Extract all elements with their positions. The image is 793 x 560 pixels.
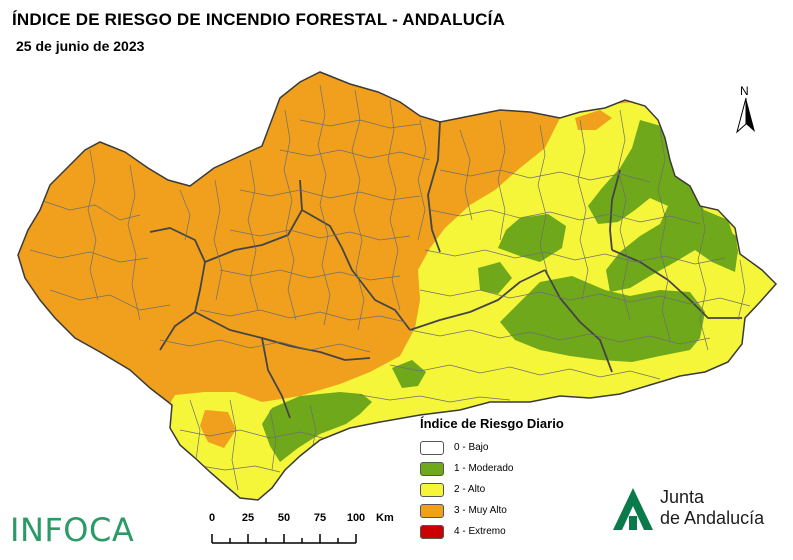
legend-swatch	[420, 503, 444, 518]
infoca-logo: INFOCA	[10, 511, 135, 549]
legend-label: 1 - Moderado	[454, 463, 514, 474]
legend-item-muy-alto: 3 - Muy Alto	[420, 500, 620, 521]
junta-logo-text: Junta de Andalucía	[660, 487, 764, 529]
legend-label: 0 - Bajo	[454, 442, 489, 453]
junta-de-andalucia-logo: Junta de Andalucía	[610, 486, 785, 532]
legend: Índice de Riesgo Diario 0 - Bajo 1 - Mod…	[420, 416, 620, 542]
scale-bar-graphic	[211, 534, 357, 544]
scale-tick-label: 100	[346, 512, 366, 524]
north-arrow-icon	[736, 97, 755, 134]
legend-item-alto: 2 - Alto	[420, 479, 620, 500]
scale-unit: Km	[376, 512, 394, 524]
legend-label: 2 - Alto	[454, 484, 486, 495]
junta-logo-line2: de Andalucía	[660, 508, 765, 528]
map-date: 25 de junio de 2023	[16, 38, 145, 54]
legend-label: 4 - Extremo	[454, 526, 506, 537]
legend-label: 3 - Muy Alto	[454, 505, 507, 516]
legend-swatch	[420, 440, 444, 455]
scale-tick-label: 75	[313, 512, 327, 524]
legend-swatch	[420, 461, 444, 476]
north-label: N	[740, 84, 749, 98]
legend-item-moderado: 1 - Moderado	[420, 458, 620, 479]
legend-swatch	[420, 524, 444, 539]
legend-swatch	[420, 482, 444, 497]
legend-item-extremo: 4 - Extremo	[420, 521, 620, 542]
scale-tick-label: 0	[208, 512, 216, 524]
scale-tick-label: 50	[277, 512, 291, 524]
junta-logo-icon	[613, 488, 653, 530]
junta-logo-line1: Junta	[660, 487, 705, 507]
legend-title: Índice de Riesgo Diario	[420, 416, 564, 431]
scale-tick-label: 25	[241, 512, 255, 524]
scale-bar: 0 25 50 75 100 Km	[204, 512, 394, 548]
map-title: ÍNDICE DE RIESGO DE INCENDIO FORESTAL - …	[12, 10, 506, 29]
legend-item-bajo: 0 - Bajo	[420, 437, 620, 458]
